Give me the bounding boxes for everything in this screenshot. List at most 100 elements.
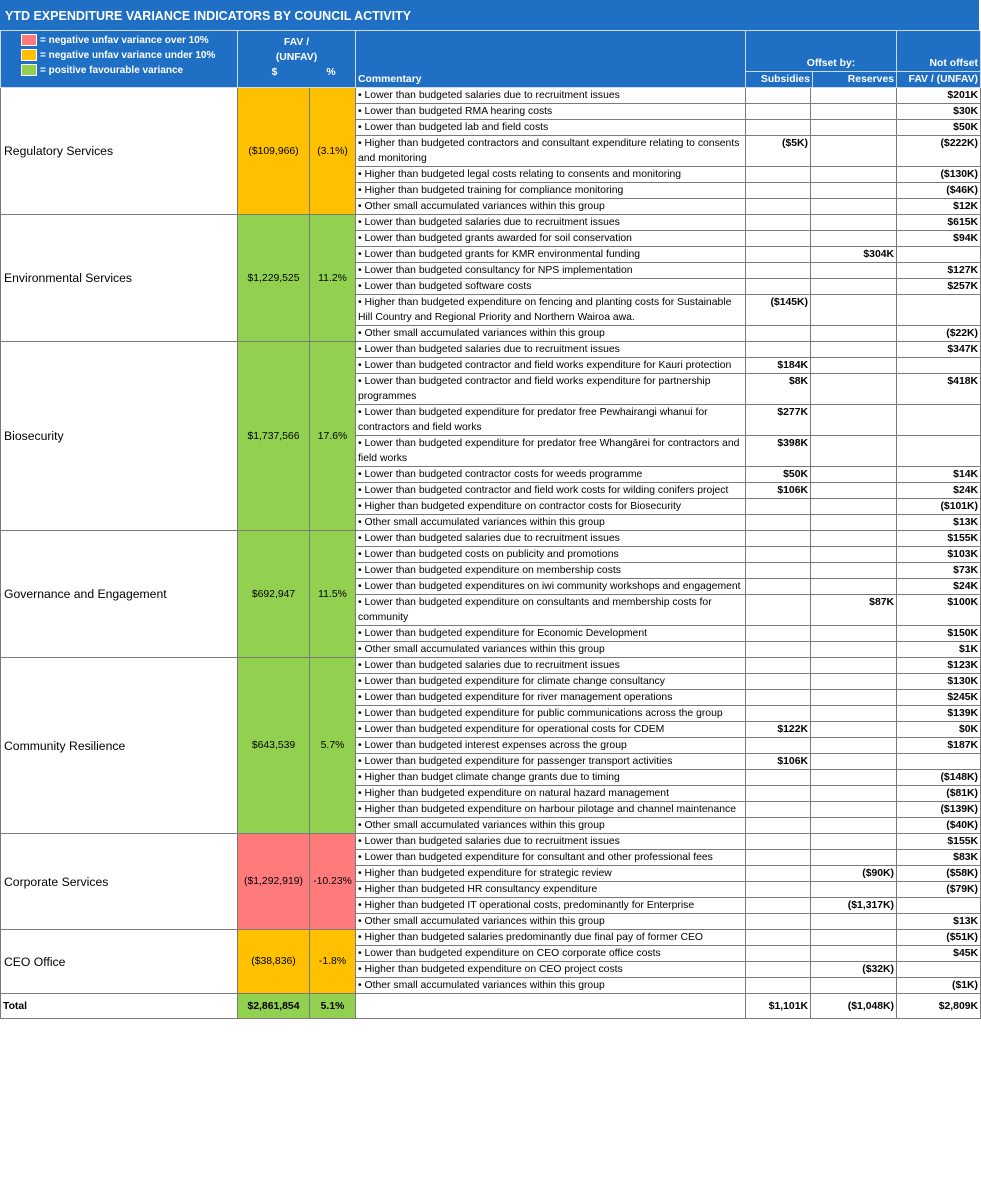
commentary-cell: • Lower than budgeted expenditure on CEO… xyxy=(355,945,746,962)
reserves-cell xyxy=(809,705,898,722)
subsidies-cell xyxy=(745,341,811,358)
not-offset-cell: ($222K) xyxy=(896,135,981,167)
table-row: • Higher than budgeted training for comp… xyxy=(1,182,981,199)
commentary-cell: • Lower than budgeted salaries due to re… xyxy=(355,657,746,674)
activity-amount: $1,737,566 xyxy=(237,341,310,531)
reserves-cell xyxy=(809,435,898,467)
table-row: Environmental Services $1,229,525 11.2% • L… xyxy=(0,214,981,342)
reserves-cell xyxy=(809,785,898,802)
reserves-cell xyxy=(809,325,898,342)
commentary-cell: • Lower than budgeted expenditure for pa… xyxy=(355,753,746,770)
reserves-cell xyxy=(809,801,898,818)
subsidies-cell xyxy=(745,881,811,898)
not-offset-cell xyxy=(896,294,981,326)
subsidies-cell xyxy=(745,230,811,247)
not-offset-cell: $155K xyxy=(896,833,981,850)
subsidies-cell xyxy=(745,705,811,722)
commentary-cell: • Lower than budgeted expenditure on con… xyxy=(355,594,746,626)
not-offset-cell: ($1K) xyxy=(896,977,981,994)
commentary-cell: • Higher than budgeted salaries predomin… xyxy=(355,929,746,946)
red-swatch xyxy=(21,34,37,47)
not-offset-cell: ($51K) xyxy=(896,929,981,946)
activity-pct: 5.7% xyxy=(309,657,356,834)
not-offset-cell: $83K xyxy=(896,849,981,866)
total-commentary xyxy=(355,993,746,1019)
reserves-cell: ($32K) xyxy=(809,961,898,978)
reserves-cell xyxy=(809,262,898,279)
commentary-cell: • Lower than budgeted contractor and fie… xyxy=(355,373,746,405)
reserves-cell xyxy=(809,498,898,515)
commentary-cell: • Lower than budgeted RMA hearing costs xyxy=(355,103,746,120)
commentary-cell: • Other small accumulated variances with… xyxy=(355,325,746,342)
not-offset-cell: $347K xyxy=(896,341,981,358)
reserves-cell xyxy=(809,119,898,136)
not-offset-cell: $103K xyxy=(896,546,981,563)
not-offset-cell: ($22K) xyxy=(896,325,981,342)
commentary-cell: • Higher than budgeted expenditure on co… xyxy=(355,498,746,515)
commentary-cell: • Lower than budgeted expenditure for pr… xyxy=(355,435,746,467)
total-row: Total $2,861,854 5.1% $1,101K ($1,048K) … xyxy=(0,993,981,1019)
commentary-cell: • Higher than budgeted HR consultancy ex… xyxy=(355,881,746,898)
table-row: • Higher than budgeted expenditure on co… xyxy=(1,498,981,515)
reserves-cell xyxy=(809,578,898,595)
not-offset-cell: $73K xyxy=(896,562,981,579)
commentary-cell: • Other small accumulated variances with… xyxy=(355,817,746,834)
commentary-cell: • Higher than budgeted training for comp… xyxy=(355,182,746,199)
not-offset-cell: $1K xyxy=(896,641,981,658)
commentary-cell: • Lower than budgeted lab and field cost… xyxy=(355,119,746,136)
activity-name: Biosecurity xyxy=(0,341,238,531)
table-row: • Other small accumulated variances with… xyxy=(1,913,981,930)
not-offset-cell xyxy=(896,404,981,436)
subsidies-cell xyxy=(745,262,811,279)
subsidies-cell xyxy=(745,673,811,690)
not-offset-cell: $418K xyxy=(896,373,981,405)
not-offset-cell: ($139K) xyxy=(896,801,981,818)
table-row: • Lower than budgeted software costs $257… xyxy=(1,278,981,295)
subsidies-cell xyxy=(745,562,811,579)
subsidies-cell xyxy=(745,198,811,215)
subsidies-cell xyxy=(745,578,811,595)
table-row: • Lower than budgeted expenditure for cl… xyxy=(1,673,981,690)
subsidies-cell xyxy=(745,103,811,120)
legend-item-red: = negative unfav variance over 10% xyxy=(21,33,237,48)
not-offset-cell: $130K xyxy=(896,673,981,690)
reserves-cell xyxy=(809,166,898,183)
table-row: • Lower than budgeted expenditure for pu… xyxy=(1,705,981,722)
commentary-cell: • Lower than budgeted expenditure for op… xyxy=(355,721,746,738)
subsidies-cell: $8K xyxy=(745,373,811,405)
table-row: • Other small accumulated variances with… xyxy=(1,817,981,834)
not-offset-cell: $201K xyxy=(896,87,981,104)
not-offset-cell: $24K xyxy=(896,578,981,595)
subsidies-cell xyxy=(745,182,811,199)
reserves-cell xyxy=(809,881,898,898)
not-offset-cell: ($130K) xyxy=(896,166,981,183)
not-offset-cell: $615K xyxy=(896,214,981,231)
table-row: • Lower than budgeted contractor and fie… xyxy=(1,373,981,405)
subsidies-cell xyxy=(745,689,811,706)
not-offset-cell: $50K xyxy=(896,119,981,136)
reserves-cell xyxy=(809,87,898,104)
not-offset-cell: ($46K) xyxy=(896,182,981,199)
variance-table: = negative unfav variance over 10% = neg… xyxy=(0,30,981,1019)
table-row: • Lower than budgeted costs on publicity… xyxy=(1,546,981,563)
reserves-cell xyxy=(809,721,898,738)
not-offset-cell: ($79K) xyxy=(896,881,981,898)
commentary-cell: • Lower than budgeted salaries due to re… xyxy=(355,87,746,104)
reserves-cell xyxy=(809,929,898,946)
not-offset-cell: ($81K) xyxy=(896,785,981,802)
subsidies-cell xyxy=(745,514,811,531)
not-offset-cell xyxy=(896,753,981,770)
table-row: • Lower than budgeted expenditure on con… xyxy=(1,594,981,626)
reserves-cell xyxy=(809,373,898,405)
not-offset-cell: $245K xyxy=(896,689,981,706)
reserves-cell xyxy=(809,977,898,994)
not-offset-cell: $187K xyxy=(896,737,981,754)
reserves-cell: ($1,317K) xyxy=(809,897,898,914)
table-row: Corporate Services ($1,292,919) -10.23% • L… xyxy=(0,833,981,930)
commentary-cell: • Lower than budgeted grants awarded for… xyxy=(355,230,746,247)
commentary-cell: • Higher than budgeted expenditure for s… xyxy=(355,865,746,882)
activity-amount: $1,229,525 xyxy=(237,214,310,342)
table-row: • Lower than budgeted expenditure on mem… xyxy=(1,562,981,579)
activity-amount: ($1,292,919) xyxy=(237,833,310,930)
reserves-cell xyxy=(809,482,898,499)
